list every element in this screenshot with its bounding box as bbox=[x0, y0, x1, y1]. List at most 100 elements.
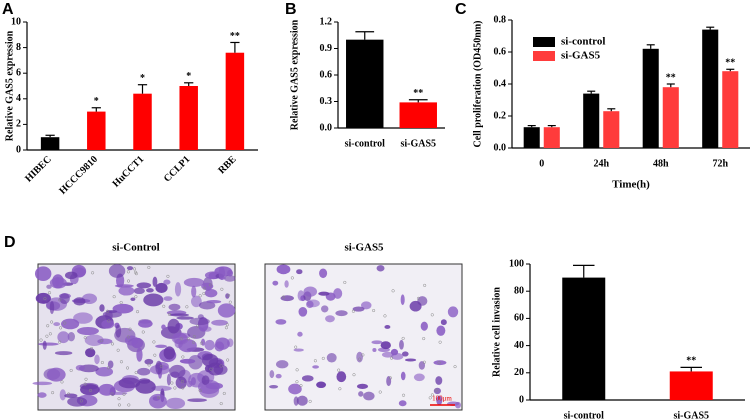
pore bbox=[51, 391, 55, 395]
cell bbox=[76, 267, 84, 278]
y-axis-label: Relative cell invasion bbox=[491, 287, 502, 377]
cell bbox=[64, 271, 78, 280]
bar bbox=[543, 127, 560, 148]
pore bbox=[79, 399, 83, 403]
pore bbox=[196, 324, 200, 328]
cell bbox=[191, 285, 197, 298]
cell bbox=[106, 309, 118, 314]
cell bbox=[227, 338, 234, 348]
cell bbox=[81, 293, 98, 305]
legend-swatch bbox=[533, 37, 555, 47]
cell bbox=[163, 346, 176, 360]
image-label: si-GAS5 bbox=[344, 242, 384, 254]
cell bbox=[59, 389, 67, 401]
cell bbox=[75, 364, 85, 371]
cell bbox=[118, 377, 141, 389]
cell bbox=[275, 360, 289, 369]
cell bbox=[187, 398, 207, 402]
x-tick-label: si-GAS5 bbox=[673, 410, 709, 420]
cell bbox=[37, 392, 47, 398]
cell bbox=[218, 266, 226, 280]
cell bbox=[318, 291, 330, 296]
cell bbox=[85, 348, 96, 358]
pore bbox=[224, 326, 228, 330]
cell bbox=[275, 319, 287, 325]
x-tick-label: 48h bbox=[653, 158, 669, 169]
cell bbox=[155, 360, 163, 375]
pore bbox=[295, 368, 299, 372]
pore bbox=[179, 337, 183, 341]
y-tick-label: 0.8 bbox=[494, 14, 507, 25]
significance: * bbox=[186, 71, 191, 82]
pore bbox=[453, 365, 457, 369]
cell bbox=[356, 383, 369, 389]
pore bbox=[159, 364, 163, 368]
pore bbox=[43, 297, 47, 301]
cell bbox=[80, 384, 100, 396]
panel-label: D bbox=[4, 234, 16, 251]
pore bbox=[63, 321, 67, 325]
pore bbox=[116, 348, 120, 352]
y-tick-label: 1.2 bbox=[320, 16, 333, 27]
cell bbox=[49, 300, 55, 315]
y-axis-label: Relative GAS5 expression bbox=[289, 19, 300, 130]
cell bbox=[333, 288, 343, 299]
pore bbox=[401, 393, 406, 397]
cell bbox=[224, 274, 236, 282]
pore bbox=[90, 346, 94, 351]
pore bbox=[106, 366, 110, 370]
cell bbox=[376, 265, 385, 272]
pore bbox=[401, 336, 405, 340]
cell bbox=[190, 295, 202, 308]
cell bbox=[188, 355, 203, 370]
cell bbox=[163, 296, 173, 301]
pore bbox=[351, 309, 355, 313]
pore bbox=[58, 298, 62, 302]
cell bbox=[276, 264, 291, 275]
x-tick-label: 24h bbox=[593, 158, 609, 169]
pore bbox=[226, 358, 230, 362]
cell bbox=[204, 364, 213, 373]
cell bbox=[118, 286, 135, 296]
cell bbox=[320, 305, 329, 313]
cell bbox=[361, 301, 372, 310]
pore bbox=[428, 396, 432, 400]
pore bbox=[313, 359, 317, 363]
bar bbox=[642, 48, 659, 148]
cell bbox=[32, 381, 53, 386]
x-tick-label: 0 bbox=[539, 158, 544, 169]
cell bbox=[115, 324, 122, 338]
y-tick-label: 10 bbox=[11, 16, 21, 27]
y-tick-label: 40 bbox=[514, 340, 524, 351]
cell bbox=[440, 319, 447, 326]
cell bbox=[179, 358, 196, 364]
cell bbox=[130, 297, 136, 302]
pore bbox=[152, 340, 156, 344]
cell bbox=[269, 385, 279, 389]
pore bbox=[208, 283, 212, 287]
cell bbox=[217, 303, 236, 318]
y-tick-label: 4 bbox=[16, 93, 21, 104]
pore bbox=[170, 381, 174, 385]
cell bbox=[175, 376, 187, 389]
cell bbox=[356, 351, 363, 363]
pore bbox=[135, 310, 140, 314]
pore bbox=[100, 360, 104, 365]
cell bbox=[148, 393, 167, 409]
pore bbox=[430, 393, 434, 397]
pore bbox=[290, 276, 294, 280]
cell bbox=[42, 340, 47, 350]
bar bbox=[702, 29, 719, 149]
pore bbox=[219, 402, 223, 406]
pore bbox=[46, 324, 50, 328]
cell bbox=[174, 282, 182, 297]
y-tick-label: 0.0 bbox=[494, 142, 507, 153]
cell bbox=[400, 371, 406, 381]
cell bbox=[67, 331, 75, 342]
pore bbox=[106, 309, 110, 313]
bar bbox=[87, 111, 106, 150]
cell bbox=[358, 391, 364, 397]
cell bbox=[201, 338, 206, 346]
cell bbox=[298, 306, 308, 317]
cell bbox=[227, 269, 233, 277]
